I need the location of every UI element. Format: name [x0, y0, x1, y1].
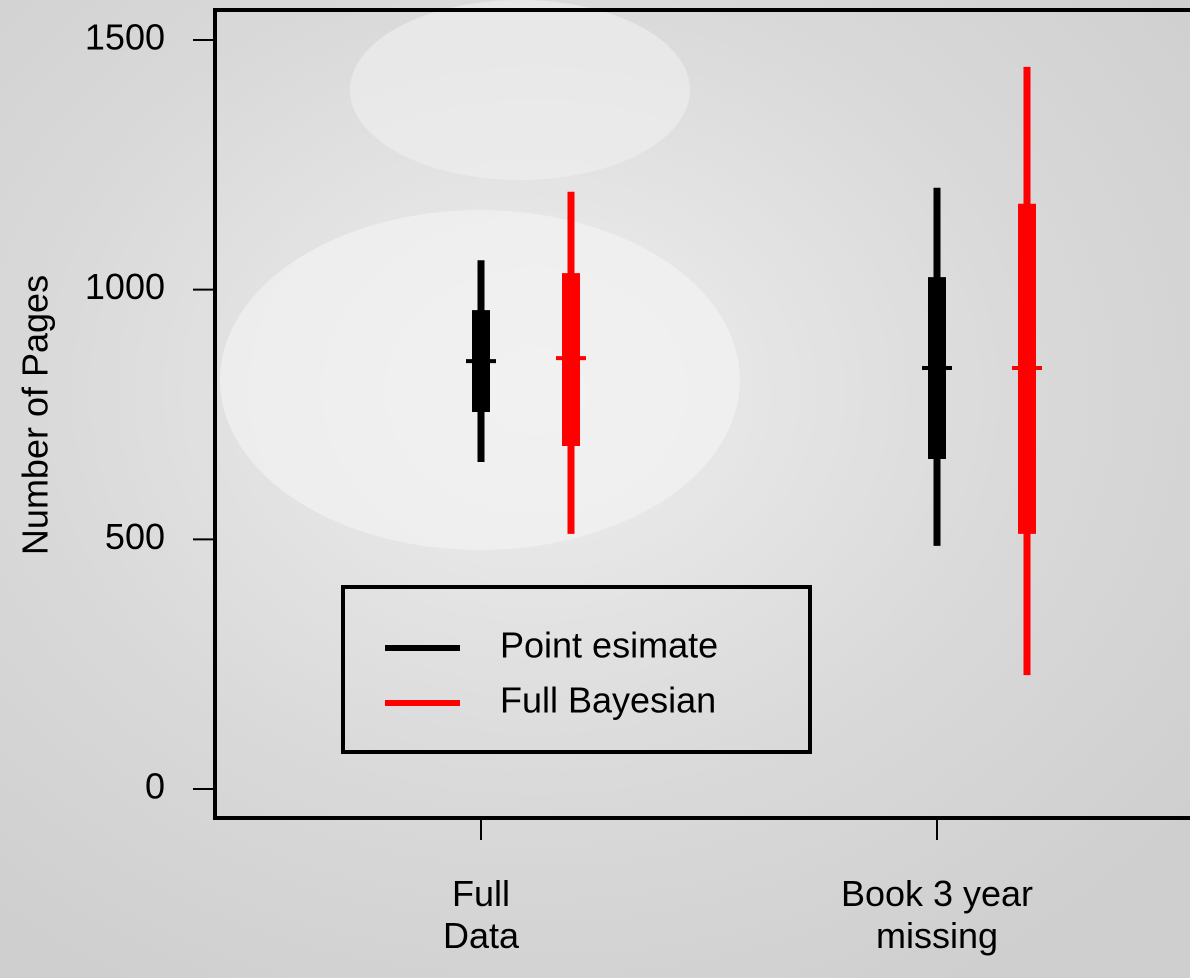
y-tick-label: 1500	[85, 16, 165, 57]
x-tick-label: Book 3 year missing	[840, 873, 1034, 956]
legend-label: Full Bayesian	[500, 680, 716, 721]
y-tick-label: 0	[145, 766, 165, 807]
y-tick-label: 500	[105, 516, 165, 557]
legend-label: Point esimate	[500, 625, 718, 666]
plot-frame	[213, 8, 1190, 820]
legend-box	[341, 585, 812, 754]
y-tick-label: 1000	[85, 266, 165, 307]
x-tick-label: Full Data	[442, 873, 520, 956]
background-shape	[350, 0, 690, 180]
y-axis-label: Number of Pages	[15, 275, 56, 555]
